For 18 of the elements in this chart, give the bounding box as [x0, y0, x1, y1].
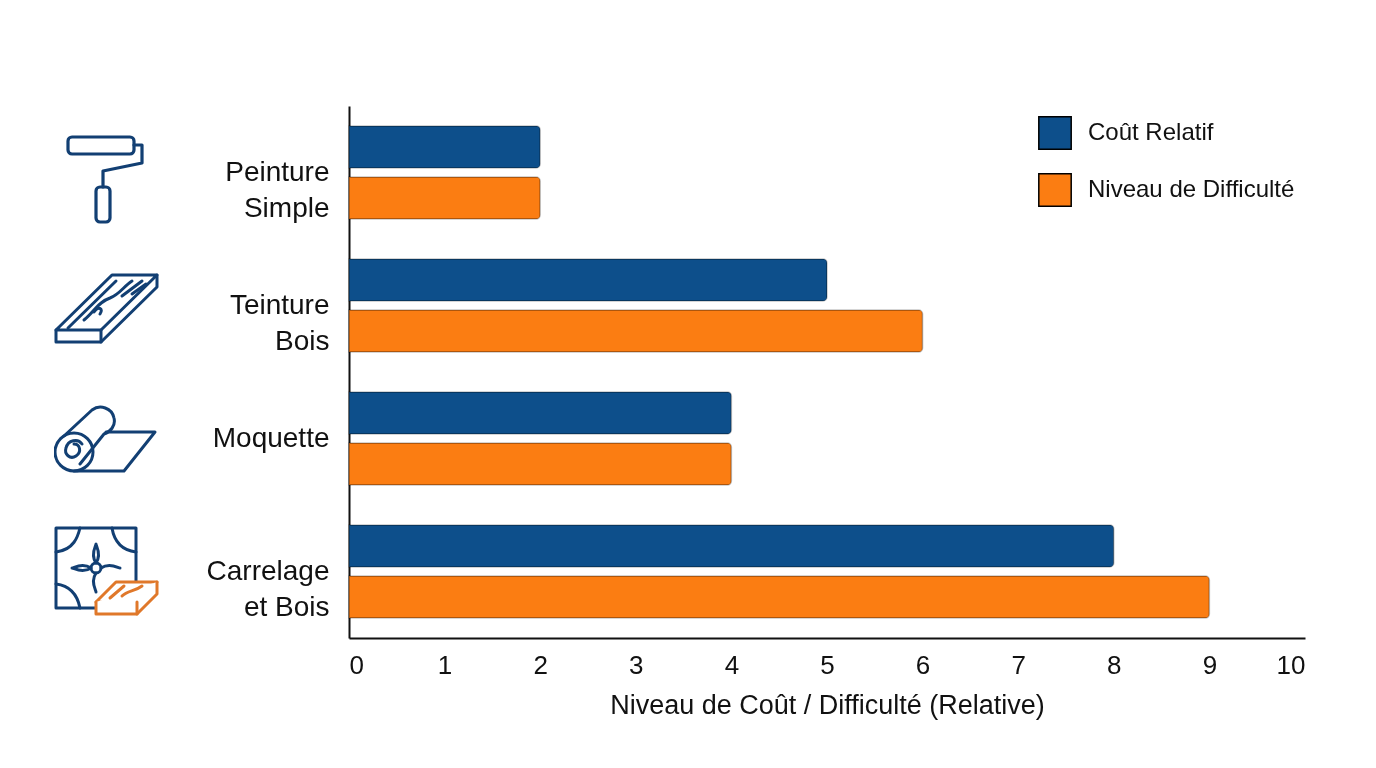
x-tick-label: 1 — [437, 649, 453, 680]
y-tick-label: Carrelage et Bois — [206, 554, 330, 622]
x-tick-label: 7 — [1011, 649, 1026, 680]
y-tick-label: Peinture Simple — [225, 155, 330, 223]
x-tick-label: 0 — [349, 649, 364, 680]
legend-label: Niveau de Difficulté — [1088, 175, 1295, 202]
x-tick-label: 9 — [1202, 649, 1218, 680]
y-tick-label: Moquette — [212, 421, 330, 453]
x-tick-label: 3 — [629, 649, 644, 680]
x-tick-label: 5 — [820, 649, 835, 680]
x-tick-label: 2 — [533, 649, 548, 680]
y-tick-label: Teinture Bois — [229, 288, 330, 356]
x-tick-label: 10 — [1276, 649, 1306, 680]
x-tick-label: 8 — [1107, 649, 1122, 680]
x-axis-title: Niveau de Coût / Difficulté (Relative) — [610, 689, 1045, 720]
x-tick-label: 6 — [915, 649, 931, 680]
x-tick-label: 4 — [724, 649, 740, 680]
legend-label: Coût Relatif — [1088, 118, 1214, 145]
